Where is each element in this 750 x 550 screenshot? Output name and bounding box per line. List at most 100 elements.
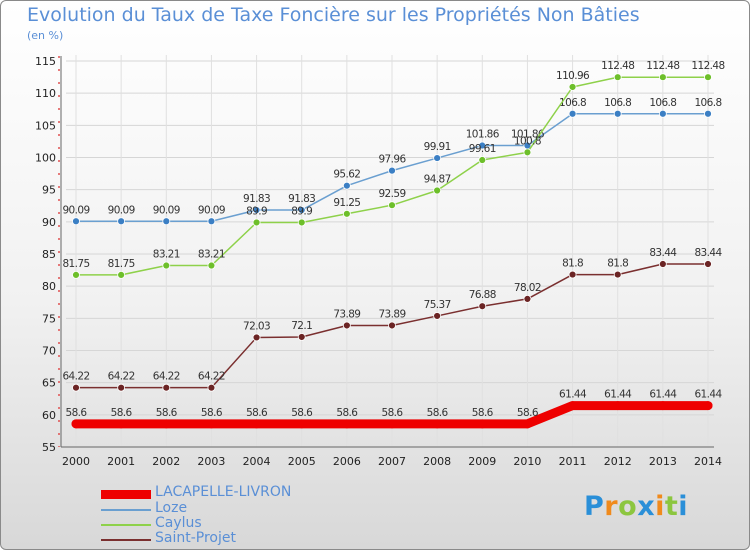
y-tick-label: 100 (35, 152, 56, 165)
data-label: 106.8 (694, 97, 721, 109)
data-label: 58.6 (517, 407, 539, 419)
data-point (568, 109, 577, 118)
data-label: 112.48 (691, 60, 724, 72)
data-point (207, 383, 216, 392)
x-tick-label: 2010 (513, 455, 541, 468)
logo-letter: x (637, 491, 656, 522)
data-label: 90.09 (62, 204, 89, 216)
logo-letter: i (678, 491, 689, 522)
data-label: 64.22 (62, 371, 89, 383)
data-point (388, 321, 396, 330)
data-label: 72.03 (243, 320, 270, 332)
data-point (252, 206, 261, 214)
data-label: 58.6 (291, 407, 313, 419)
x-tick-label: 2005 (288, 455, 316, 468)
data-point (478, 156, 487, 164)
data-label: 95.62 (333, 169, 360, 181)
legend-label: Loze (155, 500, 188, 516)
x-tick-label: 2007 (378, 455, 406, 468)
data-label: 81.75 (62, 258, 89, 270)
legend-swatch (101, 524, 151, 526)
legend-swatch (101, 509, 151, 511)
y-tick-label: 80 (42, 280, 56, 293)
data-point (522, 419, 532, 429)
data-point (342, 321, 351, 330)
data-label: 58.6 (156, 407, 178, 419)
data-point (342, 419, 352, 429)
data-point (388, 201, 396, 210)
data-label: 110.96 (556, 70, 590, 82)
data-point (207, 217, 216, 226)
x-tick-label: 2003 (197, 455, 225, 468)
y-tick-label: 95 (42, 184, 56, 197)
x-tick-label: 2013 (649, 455, 677, 468)
data-label: 106.8 (559, 97, 586, 109)
data-point (703, 401, 713, 411)
data-label: 100.8 (514, 135, 541, 147)
data-label: 89.9 (291, 205, 312, 217)
data-label: 73.89 (333, 308, 360, 320)
data-label: 83.21 (198, 249, 225, 261)
data-label: 90.09 (198, 204, 225, 216)
chart-title: Evolution du Taux de Taxe Foncière sur l… (27, 4, 640, 26)
data-label: 81.8 (562, 258, 583, 270)
data-label: 76.88 (469, 289, 496, 301)
data-label: 58.6 (246, 407, 268, 419)
data-label: 90.09 (153, 204, 180, 216)
y-tick-label: 60 (42, 409, 56, 422)
logo-letter: i (655, 491, 665, 522)
data-label: 61.44 (604, 389, 632, 401)
y-tick-label: 75 (42, 312, 56, 325)
data-point (432, 419, 442, 429)
data-label: 61.44 (559, 389, 587, 401)
data-label: 83.44 (694, 247, 722, 259)
data-point (117, 217, 126, 226)
data-label: 58.6 (382, 407, 404, 419)
data-point (523, 295, 532, 303)
data-point (613, 109, 622, 118)
data-point (433, 154, 442, 162)
data-label: 58.6 (427, 407, 449, 419)
data-point (252, 419, 262, 429)
legend-swatch (101, 489, 151, 499)
data-label: 61.44 (694, 389, 722, 401)
data-point (478, 141, 487, 150)
data-point (162, 261, 171, 270)
data-label: 61.44 (649, 389, 677, 401)
data-point (523, 148, 532, 157)
proxiti-logo: Proxiti (584, 491, 688, 522)
data-label: 58.6 (336, 407, 358, 419)
data-point (704, 109, 712, 118)
data-label: 90.09 (108, 204, 135, 216)
logo-letter: r (604, 491, 619, 522)
data-label: 64.22 (198, 371, 225, 383)
data-point (478, 302, 487, 311)
y-tick-label: 85 (42, 248, 56, 261)
data-point (72, 383, 80, 392)
data-point (161, 419, 171, 429)
y-tick-label: 70 (42, 345, 56, 358)
data-label: 106.8 (604, 97, 631, 109)
data-point (252, 333, 261, 342)
data-label: 73.89 (378, 308, 405, 320)
data-point (297, 419, 307, 429)
data-point (658, 401, 668, 411)
data-point (704, 260, 712, 268)
y-tick-label: 110 (35, 87, 56, 100)
data-point (387, 419, 397, 429)
data-label: 58.6 (111, 407, 133, 419)
data-point (252, 218, 261, 227)
x-tick-label: 2014 (694, 455, 722, 468)
data-point (206, 419, 216, 429)
data-label: 91.25 (333, 197, 360, 209)
x-tick-label: 2011 (559, 455, 587, 468)
y-tick-label: 105 (35, 119, 56, 132)
data-label: 81.8 (607, 258, 628, 270)
data-label: 78.02 (514, 282, 541, 294)
data-point (433, 186, 442, 195)
data-point (658, 260, 667, 268)
legend-label: Saint-Projet (155, 530, 236, 546)
data-point (342, 181, 351, 190)
y-tick-label: 115 (35, 55, 56, 68)
